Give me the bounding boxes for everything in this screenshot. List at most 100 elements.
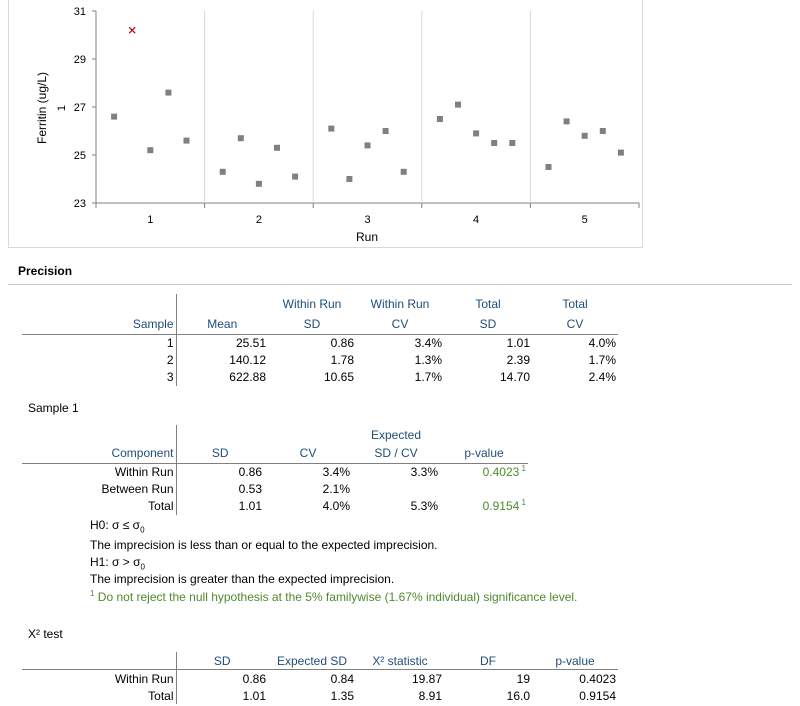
table-cell: Total — [148, 688, 174, 703]
data-point — [292, 173, 299, 180]
h1-line: H1: σ > σ0 — [90, 555, 145, 572]
data-point — [509, 140, 516, 146]
table-row: 3 622.88 10.65 1.7% 14.70 2.4% — [22, 368, 618, 386]
header-row-top: Within Run Within Run Total Total — [22, 294, 618, 314]
data-point — [545, 164, 552, 170]
column-header: SD — [444, 314, 532, 335]
data-point — [617, 149, 624, 156]
y-tick-label: 23 — [74, 198, 86, 210]
data-point — [219, 168, 226, 175]
column-header: CV — [356, 314, 444, 335]
footnote: 1 Do not reject the null hypothesis at t… — [90, 589, 578, 605]
table-cell: 3.4% — [414, 336, 442, 350]
table-cell: 622.88 — [175, 368, 268, 386]
table-cell: 0.84 — [330, 671, 354, 686]
table-cell: 0.86 — [330, 336, 354, 350]
table-row: Within Run 0.86 3.4% 3.3% 0.4023 1 — [22, 463, 528, 481]
table-cell: 0.53 — [175, 480, 264, 498]
precision-table: Within Run Within Run Total Total Sample Mean… — [22, 294, 618, 386]
column-header — [22, 425, 176, 444]
column-header: Sample — [22, 314, 176, 335]
column-header: p-value — [440, 444, 528, 464]
sample1-table: Expected Component SD CV SD / CV p-value Withi… — [22, 425, 528, 515]
column-header: DF — [444, 652, 532, 670]
column-header — [175, 294, 268, 314]
y-tick-label: 31 — [74, 6, 86, 18]
component-label: Total — [148, 499, 174, 513]
data-point — [237, 135, 244, 142]
section-divider — [8, 284, 792, 285]
table-cell: 1.3% — [414, 353, 442, 367]
column-header: Expected — [370, 427, 422, 442]
table-cell: 0.86 — [175, 463, 264, 481]
column-header: p-value — [532, 652, 618, 670]
table-cell: 5.3% — [410, 499, 438, 513]
p-value-cell — [440, 481, 528, 498]
table-cell: 1.7% — [588, 353, 616, 367]
table-row: 1 25.51 0.86 3.4% 1.01 4.0% — [22, 334, 618, 352]
column-header — [22, 652, 176, 670]
data-point — [382, 128, 389, 134]
data-point — [364, 142, 371, 149]
header-row: Component SD CV SD / CV p-value — [22, 444, 528, 464]
column-header: SD — [268, 314, 356, 335]
y-tick-label: 27 — [74, 102, 86, 114]
column-header: Total — [562, 297, 588, 311]
data-point — [147, 147, 154, 154]
column-header: SD — [175, 652, 268, 670]
data-point — [274, 144, 280, 151]
chisq-title: X² test — [28, 627, 63, 641]
y-axis-label-secondary: 1 — [56, 105, 68, 111]
table-cell: 4.0% — [588, 336, 616, 350]
column-header: Expected SD — [268, 652, 356, 670]
column-header: CV — [264, 444, 352, 464]
component-label: Within Run — [114, 465, 174, 479]
table-cell: 1.7% — [414, 370, 442, 384]
table-cell: 1.78 — [330, 353, 354, 367]
table-cell: 1.01 — [175, 687, 268, 704]
table-row: 2 140.12 1.78 1.3% 2.39 1.7% — [22, 351, 618, 369]
sample1-title: Sample 1 — [28, 401, 79, 415]
table-cell: 1.01 — [506, 336, 530, 350]
data-point — [599, 128, 606, 134]
table-cell: 2.39 — [506, 353, 530, 367]
footnote-marker: 1 — [519, 498, 526, 507]
x-tick-label: 3 — [364, 214, 370, 226]
data-point — [491, 140, 498, 146]
header-row: Sample Mean SD CV SD CV — [22, 314, 618, 335]
y-tick-label: 25 — [74, 150, 86, 162]
table-cell: 4.0% — [322, 499, 350, 513]
table-cell: 19 — [516, 671, 530, 686]
header-row-top: Expected — [22, 425, 528, 444]
y-tick-label: 29 — [74, 54, 86, 66]
column-header: Component — [22, 444, 176, 464]
data-point — [328, 125, 335, 132]
x-tick-label: 2 — [256, 214, 262, 226]
component-label: Between Run — [101, 482, 174, 496]
h1-description: The imprecision is greater than the expe… — [90, 572, 395, 586]
column-header: SD — [175, 444, 264, 464]
table-cell: 0.4023 — [579, 671, 616, 686]
data-point — [455, 101, 461, 108]
column-header — [264, 425, 352, 444]
table-cell: 3 — [166, 370, 174, 384]
table-cell: 2.4% — [588, 370, 616, 384]
data-point — [563, 118, 570, 125]
header-row: SD Expected SD X² statistic DF p-value — [22, 652, 618, 670]
table-cell: 3.3% — [410, 465, 438, 479]
data-point — [473, 130, 480, 137]
table-row: Total 1.01 1.35 8.91 16.0 0.9154 — [22, 687, 618, 704]
table-cell: 8.91 — [418, 688, 442, 703]
table-cell: 1.35 — [330, 688, 354, 703]
p-value-cell: 0.9154 1 — [440, 498, 528, 515]
table-cell: 10.65 — [323, 370, 354, 384]
table-cell: 16.0 — [506, 688, 530, 703]
table-cell: 14.70 — [499, 370, 530, 384]
table-cell — [352, 481, 440, 498]
p-value-cell: 0.4023 1 — [440, 463, 528, 481]
data-point — [111, 113, 118, 120]
table-cell: 3.4% — [322, 465, 350, 479]
column-header: Mean — [175, 314, 268, 335]
